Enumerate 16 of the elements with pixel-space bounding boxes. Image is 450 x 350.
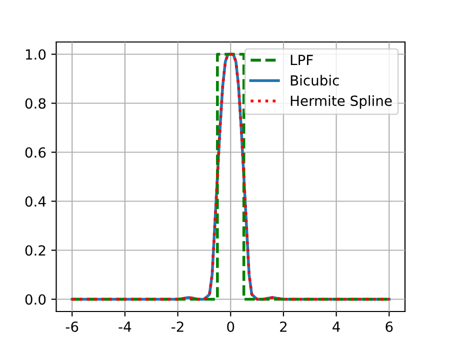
legend-label: LPF [290,54,313,66]
y-tick-label: 0.2 [25,245,46,256]
y-tick-label: 0.4 [25,196,46,207]
x-tick-label: -4 [118,322,132,332]
legend-label: Hermite Spline [290,95,392,109]
x-tick-label: 6 [386,321,393,332]
x-tick-label: -2 [172,321,184,332]
y-tick-label: 0.8 [25,98,46,109]
legend-label: Bicubic [290,74,339,86]
x-tick-label: 2 [280,321,286,332]
y-tick-label: 0.6 [25,147,46,158]
x-tick-label: -6 [66,321,78,332]
y-tick-label: 1.0 [26,49,46,60]
x-tick-label: 4 [332,322,340,332]
x-tick-label: 0 [227,321,234,332]
y-tick-label: 0.0 [25,294,46,305]
